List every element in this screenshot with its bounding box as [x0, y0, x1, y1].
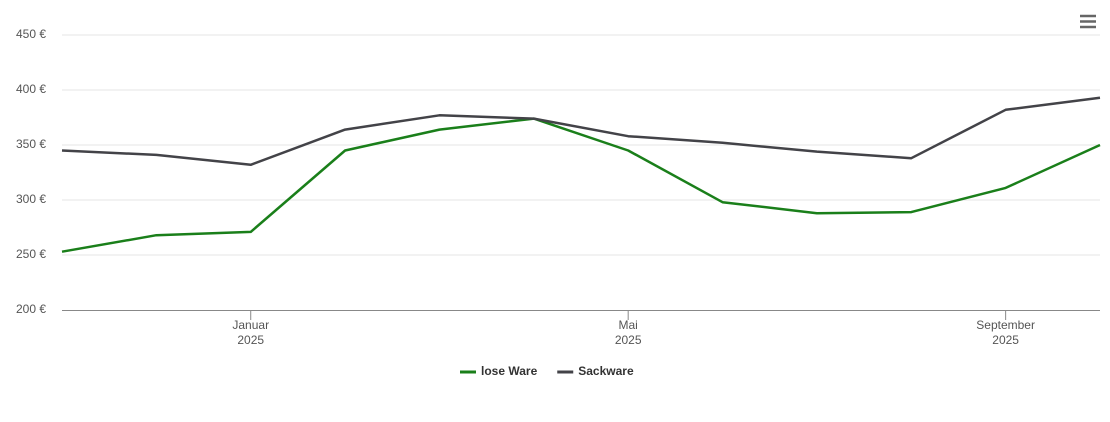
legend: lose Ware Sackware — [460, 364, 634, 378]
series-line — [61, 117, 1101, 253]
x-tick-label: Mai — [619, 318, 638, 332]
x-tick-label: 2025 — [615, 333, 642, 347]
x-tick-label: 2025 — [992, 333, 1019, 347]
y-tick-label: 350 € — [16, 137, 46, 151]
y-tick-label: 300 € — [16, 192, 46, 206]
legend-label: Sackware — [578, 364, 634, 378]
x-tick-label: Januar — [232, 318, 269, 332]
menu-button[interactable] — [1076, 12, 1100, 32]
y-tick-label: 400 € — [16, 82, 46, 96]
legend-label: lose Ware — [481, 364, 538, 378]
x-tick-label: 2025 — [237, 333, 264, 347]
y-tick-label: 250 € — [16, 247, 46, 261]
y-tick-label: 200 € — [16, 302, 46, 316]
x-tick-label: September — [976, 318, 1035, 332]
series-line — [61, 96, 1101, 167]
y-tick-label: 450 € — [16, 27, 46, 41]
